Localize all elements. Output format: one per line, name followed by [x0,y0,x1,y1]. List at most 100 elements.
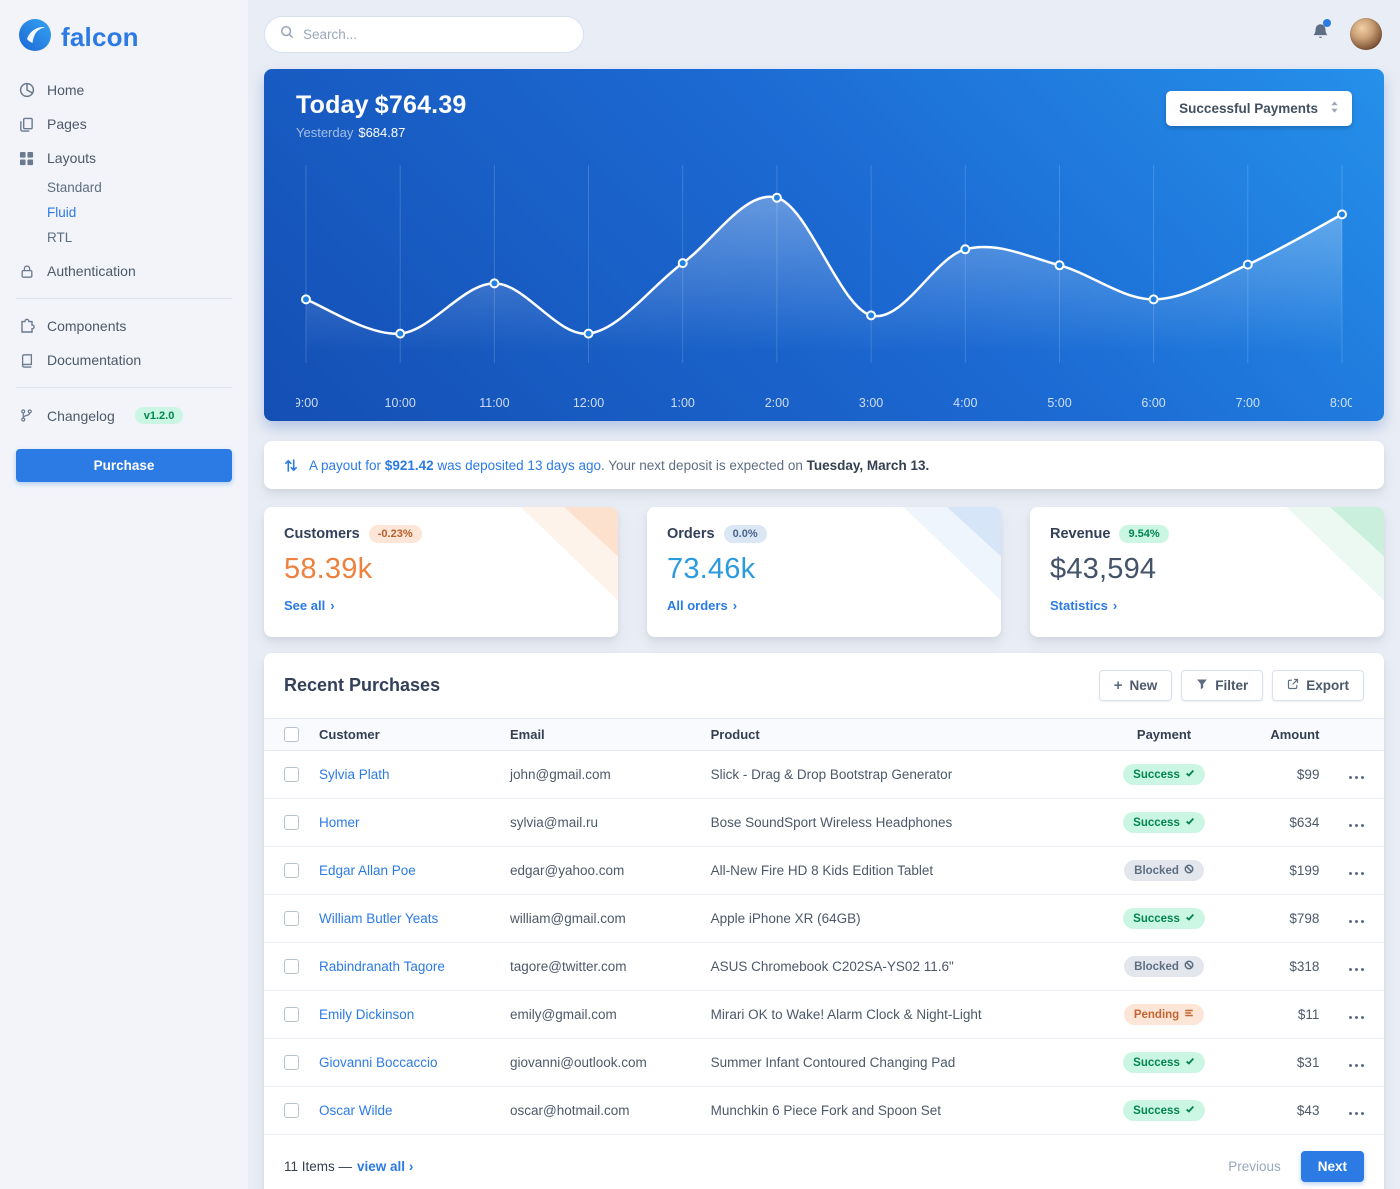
stat-badge: 9.54% [1119,525,1169,543]
row-actions-button[interactable] [1347,857,1367,884]
ellipsis-icon [1354,823,1359,827]
amount-cell: $99 [1236,750,1330,799]
column-header-customer[interactable]: Customer [319,727,380,742]
ellipsis-icon [1354,1015,1359,1019]
status-badge: Success [1123,1052,1205,1073]
topbar [264,0,1384,53]
see-all-link[interactable]: See all › [284,598,335,613]
product-cell: Munchkin 6 Piece Fork and Spoon Set [700,1086,1092,1135]
chevron-right-icon: › [408,1158,414,1174]
previous-button[interactable]: Previous [1228,1159,1281,1174]
sidebar-item-fluid[interactable]: Fluid [47,205,77,220]
row-actions-button[interactable] [1347,809,1367,836]
code-branch-icon [18,408,35,423]
sidebar-item-changelog[interactable]: Changelog v1.2.0 [16,398,232,433]
search-box [264,15,584,53]
status-badge: Pending [1123,1004,1205,1025]
sidebar-item-layouts[interactable]: Layouts [16,141,232,175]
row-actions-button[interactable] [1347,1001,1367,1028]
table-row: Homer sylvia@mail.ru Bose SoundSport Wir… [264,798,1384,847]
column-header-product[interactable]: Product [710,727,760,742]
purchase-button[interactable]: Purchase [16,449,232,482]
customer-link[interactable]: Sylvia Plath [319,767,390,782]
customer-link[interactable]: Rabindranath Tagore [319,959,445,974]
customer-link[interactable]: Edgar Allan Poe [319,863,416,878]
customer-link[interactable]: Giovanni Boccaccio [319,1055,438,1070]
row-actions-button[interactable] [1347,905,1367,932]
view-all-link[interactable]: view all › [357,1158,414,1174]
row-actions-button[interactable] [1347,1049,1367,1076]
sidebar-item-standard[interactable]: Standard [47,180,102,195]
payout-amount[interactable]: $921.42 [384,457,434,473]
stat-title: Revenue [1050,526,1111,542]
row-checkbox[interactable] [284,1103,299,1118]
external-link-icon [1287,678,1299,693]
avatar[interactable] [1350,18,1382,50]
sidebar-item-label: Home [47,82,85,98]
stat-title: Customers [284,526,360,542]
row-checkbox[interactable] [284,1007,299,1022]
stats-row: Customers -0.23% 58.39k See all › Orders … [264,507,1384,637]
export-button[interactable]: Export [1272,670,1364,701]
statistics-link[interactable]: Statistics › [1050,598,1117,613]
stat-link-label: Statistics [1050,598,1108,613]
row-checkbox[interactable] [284,1055,299,1070]
svg-text:9:00: 9:00 [294,396,318,410]
brand-name: falcon [61,22,139,52]
sidebar-item-home[interactable]: Home [16,73,232,107]
row-checkbox[interactable] [284,815,299,830]
status-badge: Success [1123,812,1205,833]
column-header-email[interactable]: Email [509,727,545,742]
customer-link[interactable]: Oscar Wilde [319,1103,393,1118]
check-icon [1185,912,1195,925]
brand[interactable]: falcon [16,14,232,73]
customer-link[interactable]: Emily Dickinson [319,1007,415,1022]
payments-filter-select[interactable]: Successful Payments [1166,91,1352,126]
stat-badge: 0.0% [723,525,767,543]
sidebar-item-authentication[interactable]: Authentication [16,254,232,288]
all-orders-link[interactable]: All orders › [667,598,737,613]
status-badge: Blocked [1124,956,1204,977]
ellipsis-icon [1354,919,1359,923]
payout-link[interactable]: A payout for [309,457,385,473]
purchases-table: Customer Email Product Payment Amount Sy… [264,718,1384,1135]
notifications-bell-button[interactable] [1311,18,1331,47]
new-button[interactable]: + New [1098,670,1173,701]
column-header-payment[interactable]: Payment [1136,727,1192,742]
plus-icon: + [1113,677,1123,694]
product-cell: Bose SoundSport Wireless Headphones [700,798,1092,847]
row-checkbox[interactable] [284,959,299,974]
notification-dot [1323,18,1331,27]
row-actions-button[interactable] [1347,761,1367,788]
topbar-right [1311,18,1384,50]
payout-text: A payout for $921.42 was deposited 13 da… [309,458,929,473]
customer-link[interactable]: William Butler Yeats [319,911,439,926]
next-button[interactable]: Next [1300,1151,1364,1182]
svg-text:12:00: 12:00 [573,396,604,410]
email-cell: edgar@yahoo.com [499,846,701,895]
row-checkbox[interactable] [284,911,299,926]
puzzle-icon [18,318,35,334]
stat-value: 58.39k [284,553,373,585]
row-checkbox[interactable] [284,863,299,878]
chevron-right-icon: › [330,598,335,613]
sidebar-item-pages[interactable]: Pages [16,107,232,141]
row-actions-button[interactable] [1347,1097,1367,1124]
yesterday-label: Yesterday [296,125,354,140]
amount-cell: $11 [1236,990,1330,1039]
row-checkbox[interactable] [284,767,299,782]
new-button-label: New [1129,678,1158,693]
row-actions-button[interactable] [1347,953,1367,980]
sidebar-item-components[interactable]: Components [16,309,232,343]
filter-button[interactable]: Filter [1181,670,1264,701]
customer-link[interactable]: Homer [319,815,360,830]
payout-link[interactable]: was deposited 13 days ago [433,457,601,473]
sidebar-item-rtl[interactable]: RTL [47,230,73,245]
email-cell: tagore@twitter.com [499,942,701,991]
select-all-checkbox[interactable] [284,727,299,742]
search-input[interactable] [303,26,568,42]
sidebar-item-documentation[interactable]: Documentation [16,343,232,377]
column-header-amount[interactable]: Amount [1270,727,1320,742]
copy-icon [18,117,35,132]
stat-card-orders: Orders 0.0% 73.46k All orders › [647,507,1001,637]
